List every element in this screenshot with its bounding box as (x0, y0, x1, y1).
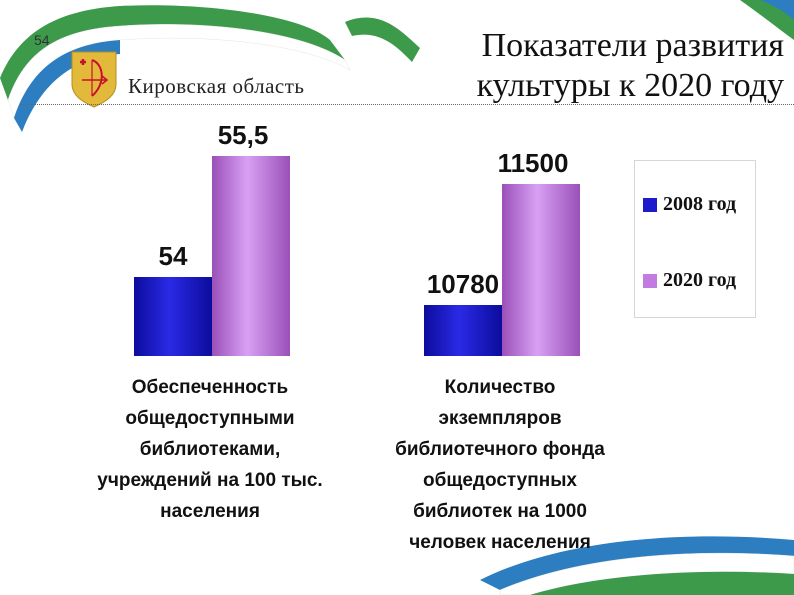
header-divider (20, 104, 794, 105)
caption-line: общедоступных (422, 470, 577, 491)
bar-libraries-2008 (134, 277, 212, 356)
caption-line: Количество (444, 377, 556, 398)
bar-book-fund-2008 (424, 305, 502, 356)
bar-book-fund-2020 (502, 184, 580, 356)
page-number: 54 (34, 32, 50, 48)
chart-caption-libraries: Обеспеченность общедоступными библиотека… (60, 372, 360, 527)
title-line-1: Показатели развития (481, 27, 784, 64)
caption-line: человек населения (409, 532, 591, 553)
chart-caption-book-fund: Количество экземпляров библиотечного фон… (360, 372, 640, 558)
region-name: Кировская область (128, 74, 305, 98)
kirov-coat-of-arms-icon (71, 51, 117, 108)
legend-label-2020: 2020 год (663, 269, 737, 291)
caption-line: населения (160, 501, 260, 522)
legend-label-2008: 2008 год (663, 193, 737, 215)
bar-libraries-2020 (212, 156, 290, 356)
caption-line: Обеспеченность (131, 377, 289, 398)
caption-line: общедоступными (125, 408, 295, 429)
legend-item-2020: 2020 год (643, 269, 736, 292)
caption-line: экземпляров (438, 408, 562, 429)
legend-item-2008: 2008 год (643, 193, 736, 216)
bar-value-label: 11500 (498, 148, 569, 178)
bar-value-label: 10780 (427, 269, 499, 299)
caption-line: библиотечного фонда (395, 439, 605, 460)
caption-line: библиотеками, (139, 439, 281, 460)
bar-value-label: 54 (159, 241, 188, 271)
legend-swatch-2008 (643, 197, 657, 212)
bar-value-label: 55,5 (218, 120, 269, 150)
caption-line: учреждений на 100 тыс. (97, 470, 323, 491)
slide-title: Показатели развития культуры к 2020 году (428, 26, 784, 106)
chart-legend: 2008 год 2020 год (634, 160, 756, 318)
title-line-2: культуры к 2020 году (476, 67, 784, 104)
legend-swatch-2020 (643, 273, 657, 288)
caption-line: библиотек на 1000 (413, 501, 587, 522)
